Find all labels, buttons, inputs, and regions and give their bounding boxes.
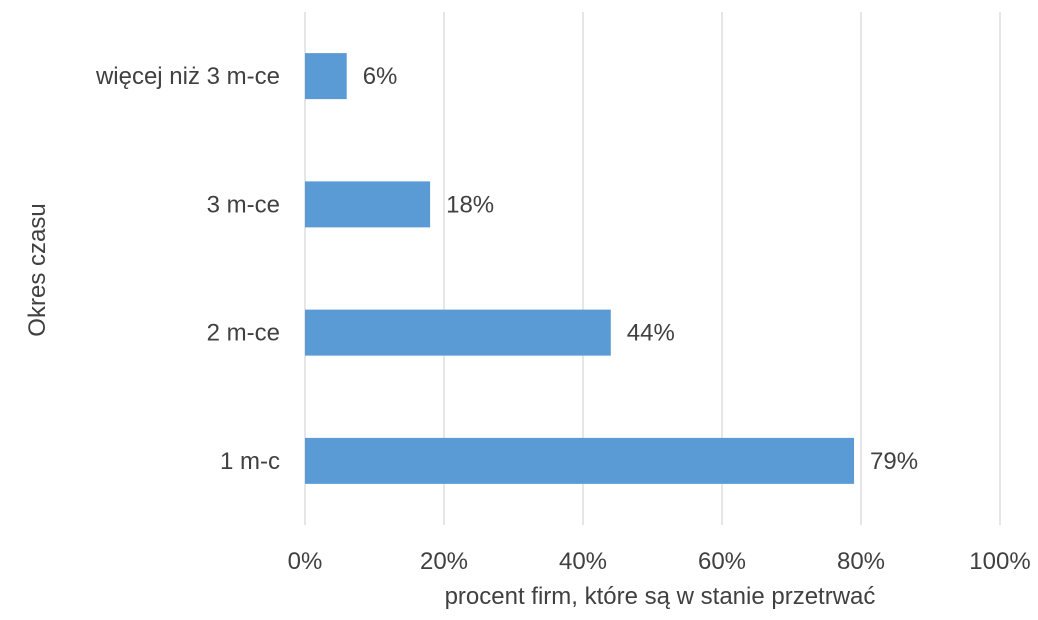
- y-axis-title: Okres czasu: [24, 203, 51, 336]
- category-label: 1 m-c: [220, 448, 280, 475]
- bar: [305, 437, 855, 484]
- category-label: 3 m-ce: [207, 191, 280, 218]
- category-labels: więcej niż 3 m-ce 3 m-ce 2 m-ce 1 m-c: [95, 63, 280, 475]
- x-tick-label: 20%: [420, 548, 468, 575]
- data-label: 79%: [870, 448, 918, 475]
- x-tick-labels: 0% 20% 40% 60% 80% 100%: [288, 548, 1031, 575]
- data-label: 44%: [627, 320, 675, 347]
- bar: [305, 53, 347, 100]
- x-tick-label: 80%: [837, 548, 885, 575]
- bars: [305, 53, 855, 484]
- x-tick-label: 100%: [969, 548, 1030, 575]
- data-label: 18%: [446, 191, 494, 218]
- category-label: więcej niż 3 m-ce: [95, 63, 280, 90]
- data-label: 6%: [363, 63, 398, 90]
- x-tick-label: 40%: [559, 548, 607, 575]
- x-tick-label: 60%: [698, 548, 746, 575]
- data-labels: 6% 18% 44% 79%: [363, 63, 918, 475]
- category-label: 2 m-ce: [207, 320, 280, 347]
- x-tick-label: 0%: [288, 548, 323, 575]
- bar: [305, 181, 431, 228]
- bar: [305, 309, 611, 356]
- x-axis-title: procent firm, które są w stanie przetrwa…: [445, 583, 876, 610]
